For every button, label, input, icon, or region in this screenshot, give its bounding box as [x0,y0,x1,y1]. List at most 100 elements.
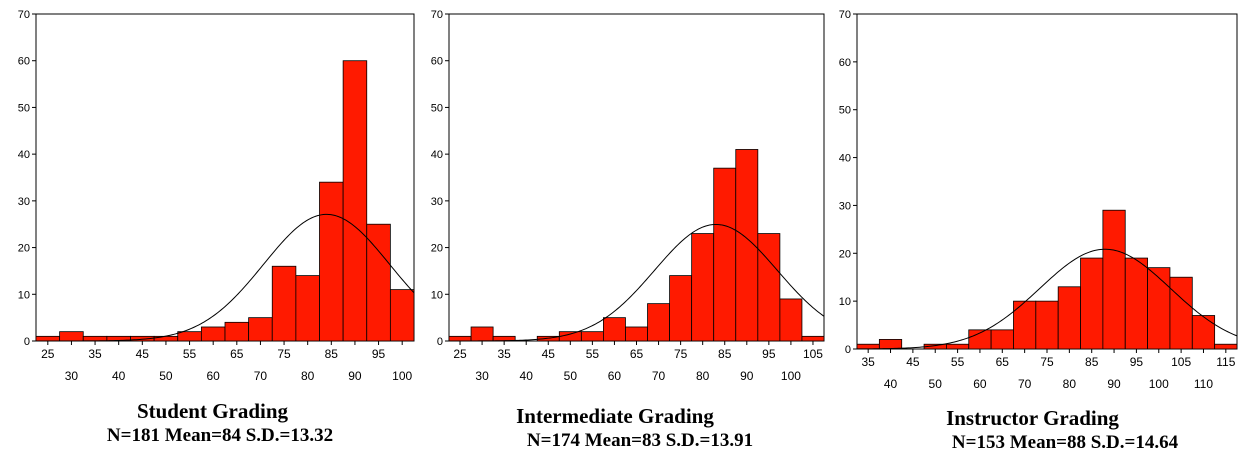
x-tick-label: 105 [803,347,823,361]
histogram-bar [946,343,970,350]
x-tick-label: 40 [884,377,898,391]
y-tick-label: 50 [839,105,851,117]
x-tick-label: 55 [586,347,600,361]
x-tick-label: 95 [1130,355,1144,369]
y-tick-label: 30 [18,196,30,208]
histogram-bar [878,339,903,350]
x-tick-label: 95 [762,347,776,361]
histogram-bar [580,331,604,342]
histogram-bar [1080,257,1104,350]
y-tick-label: 20 [18,243,30,255]
histogram-bar [757,233,781,342]
histogram-bar [691,233,715,342]
x-tick-label: 35 [88,347,102,361]
histogram-bar [319,181,344,342]
x-tick-label: 30 [65,369,79,383]
x-tick-label: 65 [996,355,1010,369]
histogram-bar [389,289,415,342]
y-tick-label: 50 [18,102,30,114]
histogram-bar [271,265,297,342]
x-tick-label: 45 [542,347,556,361]
x-tick-label: 25 [41,347,55,361]
normal-curve [36,213,415,342]
y-tick-label: 10 [839,296,851,308]
x-tick-label: 90 [348,369,362,383]
histogram-bar [1035,300,1059,350]
x-tick-label: 55 [951,355,965,369]
x-tick-label: 45 [136,347,150,361]
chart-title: Student Grading [136,399,289,423]
y-tick-label: 60 [18,56,30,68]
x-tick-label: 50 [564,369,578,383]
histogram-bar [200,326,226,342]
y-tick-label: 30 [839,200,851,212]
x-tick-label: 75 [1040,355,1054,369]
histogram-bar [35,335,61,342]
x-tick-label: 95 [372,347,386,361]
y-tick-label: 70 [18,9,30,21]
y-tick-label: 20 [839,248,851,260]
x-tick-label: 60 [207,369,221,383]
histogram-bar [342,60,368,342]
y-tick-label: 0 [845,344,851,356]
histogram-bar [1124,257,1148,350]
histogram-bar [448,335,472,342]
histogram-bar [1169,276,1193,350]
y-tick-label: 60 [839,57,851,69]
x-tick-label: 90 [740,369,754,383]
x-tick-label: 70 [254,369,268,383]
x-tick-label: 35 [497,347,511,361]
histogram-bar [1214,343,1238,350]
histogram-bar [224,321,250,342]
x-tick-label: 60 [973,377,987,391]
chart-stats: N=181 Mean=84 S.D.=13.32 [106,425,334,446]
y-tick-label: 40 [431,149,443,161]
x-tick-label: 100 [781,369,801,383]
y-tick-label: 40 [839,153,851,165]
x-tick-label: 65 [630,347,644,361]
x-tick-label: 50 [929,377,943,391]
histogram-bar [603,317,626,342]
y-tick-label: 10 [18,289,30,301]
caption-student-grading: Student Grading N=181 Mean=84 S.D.=13.32 [60,399,380,448]
x-tick-label: 90 [1107,377,1121,391]
x-tick-label: 55 [183,347,197,361]
x-tick-label: 40 [112,369,126,383]
y-tick-label: 0 [437,336,443,348]
histogram-2: 0 10 20 30 40 50 60 70 35 45 55 65 75 85 95 105 115 40 50 6… [839,9,1238,391]
x-tick-label: 105 [1171,355,1191,369]
histogram-bar [625,326,648,342]
histogram-bar [779,298,803,342]
y-tick-label: 10 [431,289,443,301]
chart-stats: N=174 Mean=83 S.D.=13.91 [526,430,754,451]
x-tick-label: 60 [608,369,622,383]
y-tick-label: 70 [839,9,851,21]
chart-title: Instructor Grading [946,406,1119,430]
y-tick-label: 60 [431,56,443,68]
x-tick-label: 75 [674,347,688,361]
y-tick-label: 0 [24,336,30,348]
x-tick-label: 115 [1216,355,1235,369]
x-tick-label: 30 [475,369,489,383]
x-tick-label: 80 [301,369,315,383]
x-tick-label: 50 [159,369,173,383]
x-tick-label: 110 [1194,377,1213,391]
y-tick-label: 20 [431,243,443,255]
chart-stats: N=153 Mean=88 S.D.=14.64 [951,432,1179,453]
histogram-0: 0 10 20 30 40 50 60 70 25 35 45 55 65 75 85 95 30 40 50 60 7… [18,9,415,383]
histogram-bar [153,335,179,342]
normal-curve [857,248,1238,350]
x-tick-label: 70 [1018,377,1032,391]
chart-title: Intermediate Grading [516,404,714,428]
y-tick-label: 70 [431,9,443,21]
histogram-1: 0 10 20 30 40 50 60 70 25 35 45 55 65 75 85 95 105 30 40 50… [431,9,825,383]
x-tick-label: 65 [230,347,244,361]
y-tick-label: 40 [18,149,30,161]
x-tick-label: 35 [861,355,875,369]
x-tick-label: 25 [453,347,467,361]
normal-curve [449,223,825,342]
x-tick-label: 45 [906,355,920,369]
histogram-bar [177,331,202,342]
x-tick-label: 85 [1085,355,1099,369]
x-tick-label: 80 [1063,377,1077,391]
